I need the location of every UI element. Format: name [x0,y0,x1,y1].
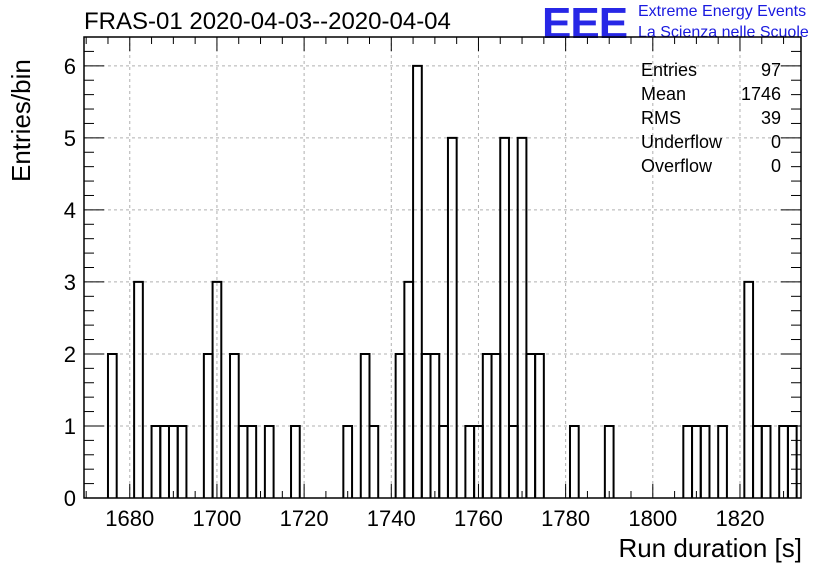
x-tick-label: 1800 [628,506,677,531]
x-tick-label: 1760 [454,506,503,531]
histogram-bin [167,424,179,498]
histogram-bin [412,64,423,498]
stat-entries: Entries 97 [641,59,781,83]
stat-label: Mean [641,84,687,104]
histogram-bin [568,424,580,498]
histogram-bin [752,424,763,498]
stat-label: Underflow [641,132,723,152]
x-axis-label: Run duration [s] [618,533,802,563]
stats-box: Entries 97 Mean 1746 RMS 39 Underflow 0 … [641,59,781,179]
chart-title: FRAS-01 2020-04-03--2020-04-04 [84,8,451,35]
histogram-bin [699,424,711,498]
y-tick-label: 0 [64,486,76,511]
histogram-bin [464,424,476,498]
histogram-bin [176,424,188,498]
y-tick-label: 4 [64,198,76,223]
stat-label: Overflow [641,156,713,176]
histogram-bin [743,280,755,498]
histogram-bin [106,352,118,498]
stat-label: Entries [641,60,698,80]
x-tick-label: 1720 [280,506,329,531]
histogram-bin [760,424,772,498]
histogram-bin [263,424,275,498]
histogram-bin [368,424,380,498]
histogram-bin [438,424,449,498]
stat-label: RMS [641,108,681,128]
y-tick-label: 1 [64,414,76,439]
histogram-bin [159,424,170,498]
histogram-bin [211,280,223,498]
stat-value: 1746 [740,84,781,104]
histogram-bin [534,352,545,498]
histogram-bin [507,424,519,498]
x-tick-label: 1820 [716,506,765,531]
histogram-bin [786,424,798,498]
histogram-bin [717,424,728,498]
histogram-bin [150,424,162,498]
histogram-bin [682,424,694,498]
histogram-bin [246,424,258,498]
stat-value: 0 [770,156,781,176]
stat-rms: RMS 39 [641,107,781,131]
y-tick-label: 2 [64,342,76,367]
y-tick-label: 6 [64,54,76,79]
histogram-bin [516,136,528,498]
histogram-bin [603,424,615,498]
stat-underflow: Underflow 0 [641,131,781,155]
histogram-bin [778,424,789,498]
histogram-bin [133,280,144,498]
stat-overflow: Overflow 0 [641,155,781,179]
y-axis-label: Entries/bin [6,59,36,182]
histogram-bin [342,424,354,498]
x-tick-label: 1740 [367,506,416,531]
histogram-bin [403,280,415,498]
stat-value: 0 [770,132,781,152]
histogram-bin [691,424,702,498]
x-tick-label: 1680 [105,506,154,531]
eee-logo-mark: EEE [542,0,628,48]
y-tick-label: 5 [64,126,76,151]
stat-mean: Mean 1746 [641,83,781,107]
histogram-bin [290,424,301,498]
histogram-bin [499,136,510,498]
logo-line-1: Extreme Energy Events [638,3,807,20]
x-tick-label: 1700 [192,506,241,531]
histogram-bin [446,136,458,498]
y-tick-label: 3 [64,270,76,295]
histogram-bin [237,424,249,498]
x-tick-label: 1780 [541,506,590,531]
stat-value: 97 [760,60,781,80]
stat-value: 39 [760,108,781,128]
